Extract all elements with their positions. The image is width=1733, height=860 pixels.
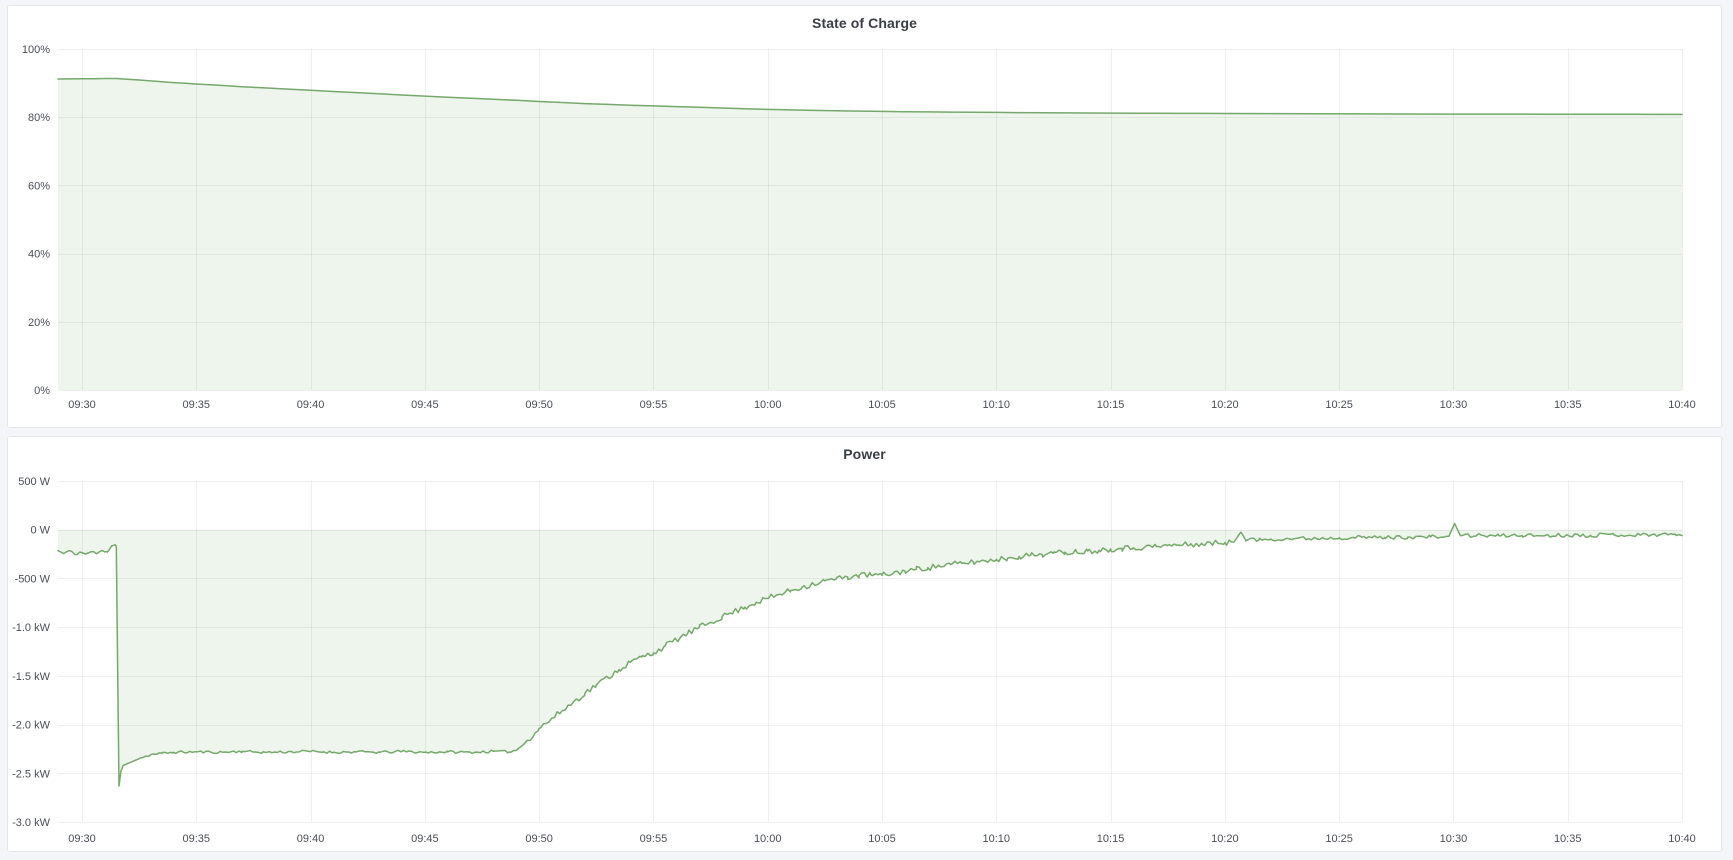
svg-text:0 W: 0 W xyxy=(30,525,50,537)
svg-text:-3.0 kW: -3.0 kW xyxy=(12,817,51,829)
svg-text:10:35: 10:35 xyxy=(1554,399,1582,411)
svg-text:10:40: 10:40 xyxy=(1668,399,1696,411)
svg-text:10:25: 10:25 xyxy=(1325,833,1353,845)
svg-text:40%: 40% xyxy=(28,249,50,261)
svg-text:09:30: 09:30 xyxy=(68,833,96,845)
svg-text:10:30: 10:30 xyxy=(1440,399,1468,411)
svg-text:10:40: 10:40 xyxy=(1668,833,1696,845)
svg-text:09:55: 09:55 xyxy=(640,833,668,845)
svg-text:10:10: 10:10 xyxy=(983,399,1011,411)
grid-lines xyxy=(58,49,1683,391)
state-of-charge-chart-canvas[interactable]: 100%80%60%40%20%0%09:30 09:35 09:40 09:45 09… xyxy=(8,6,1721,427)
svg-text:10:20: 10:20 xyxy=(1211,399,1239,411)
svg-text:20%: 20% xyxy=(28,317,50,329)
svg-text:10:00: 10:00 xyxy=(754,399,782,411)
svg-text:09:40: 09:40 xyxy=(297,833,325,845)
svg-text:-500 W: -500 W xyxy=(15,573,51,585)
svg-text:0%: 0% xyxy=(34,385,50,397)
svg-text:09:30: 09:30 xyxy=(68,399,96,411)
y-axis-labels: 500 W 0 W -500 W -1.0 kW -1.5 kW -2.0 kW -2.5 … xyxy=(12,476,51,829)
series-line xyxy=(57,522,1683,787)
svg-text:-1.5 kW: -1.5 kW xyxy=(12,671,51,683)
svg-text:500 W: 500 W xyxy=(18,476,50,488)
svg-text:10:05: 10:05 xyxy=(868,833,896,845)
series-area-fill xyxy=(58,523,1682,786)
svg-text:09:55: 09:55 xyxy=(640,399,668,411)
svg-text:100%: 100% xyxy=(22,44,50,56)
svg-text:10:05: 10:05 xyxy=(868,399,896,411)
svg-text:10:35: 10:35 xyxy=(1554,833,1582,845)
svg-text:-2.5 kW: -2.5 kW xyxy=(12,768,51,780)
svg-text:80%: 80% xyxy=(28,112,50,124)
svg-text:09:40: 09:40 xyxy=(297,399,325,411)
svg-text:10:10: 10:10 xyxy=(983,833,1011,845)
svg-text:10:30: 10:30 xyxy=(1440,833,1468,845)
svg-text:09:50: 09:50 xyxy=(525,399,553,411)
svg-text:10:25: 10:25 xyxy=(1325,399,1353,411)
series-line xyxy=(57,77,1683,116)
x-axis-labels: 09:30 09:35 09:40 09:45 09:50 09:55 10:00 10:05… xyxy=(68,833,1696,845)
svg-text:09:45: 09:45 xyxy=(411,833,439,845)
panel-state-of-charge: State of Charge 100% 80% 60% 40% 20% 0% 09:30 0… xyxy=(7,5,1722,428)
y-axis-labels: 100% 80% 60% 40% 20% 0% xyxy=(22,44,50,397)
svg-text:-1.0 kW: -1.0 kW xyxy=(12,622,51,634)
x-axis-labels: 09:30 09:35 09:40 09:45 09:50 09:55 10:00 10:05… xyxy=(68,399,1696,411)
svg-text:09:35: 09:35 xyxy=(183,833,211,845)
power-chart-canvas[interactable]: 500 W 0 W -500 W -1.0 kW -1.5 kW -2.0 kW -2.5 … xyxy=(8,437,1721,851)
svg-text:10:15: 10:15 xyxy=(1097,399,1125,411)
svg-text:09:50: 09:50 xyxy=(525,833,553,845)
svg-text:09:35: 09:35 xyxy=(183,399,211,411)
svg-text:10:20: 10:20 xyxy=(1211,833,1239,845)
svg-text:09:45: 09:45 xyxy=(411,399,439,411)
svg-text:60%: 60% xyxy=(28,180,50,192)
svg-text:-2.0 kW: -2.0 kW xyxy=(12,720,51,732)
series-area-fill xyxy=(58,78,1682,390)
svg-text:10:15: 10:15 xyxy=(1097,833,1125,845)
grid-lines xyxy=(58,481,1683,823)
svg-text:10:00: 10:00 xyxy=(754,833,782,845)
